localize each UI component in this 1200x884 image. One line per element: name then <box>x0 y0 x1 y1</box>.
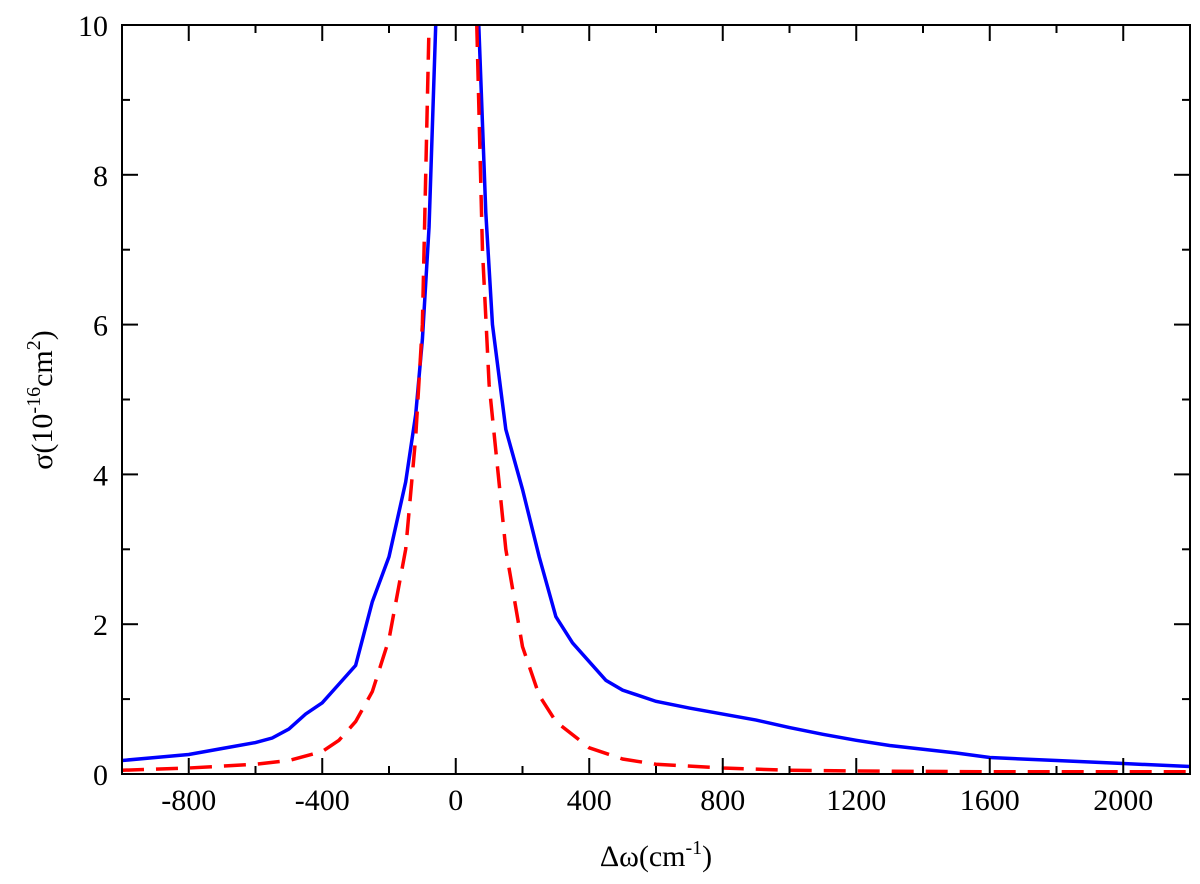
label-part: Δω(cm <box>600 840 686 873</box>
label-part: ) <box>702 840 712 873</box>
superscript: -16 <box>23 387 45 414</box>
x-tick-label: 800 <box>700 784 745 817</box>
x-axis-label: Δω(cm-1) <box>600 837 712 873</box>
y-tick-label: 8 <box>93 160 108 193</box>
y-axis-label: σ(10-16cm2) <box>23 330 59 470</box>
y-tick-label: 10 <box>78 10 108 43</box>
x-tick-label: 1600 <box>960 784 1020 817</box>
y-tick-label: 6 <box>93 310 108 343</box>
x-tick-label: -400 <box>295 784 350 817</box>
series-line <box>122 25 1190 769</box>
x-tick-label: 400 <box>567 784 612 817</box>
label-part: σ(10 <box>26 414 59 470</box>
plot-frame <box>121 24 1191 775</box>
plot-area <box>122 25 1190 774</box>
y-tick-label: 2 <box>93 609 108 642</box>
x-tick-label: -800 <box>161 784 216 817</box>
series-line <box>122 25 1190 774</box>
x-tick-label: 2000 <box>1093 784 1153 817</box>
y-tick-label: 0 <box>93 759 108 792</box>
y-tick-label: 4 <box>93 459 108 492</box>
label-part: ) <box>26 330 59 340</box>
superscript: -1 <box>686 837 703 859</box>
x-tick-label: 1200 <box>826 784 886 817</box>
superscript: 2 <box>23 340 45 350</box>
label-part: cm <box>26 350 59 387</box>
x-tick-label: 0 <box>448 784 463 817</box>
